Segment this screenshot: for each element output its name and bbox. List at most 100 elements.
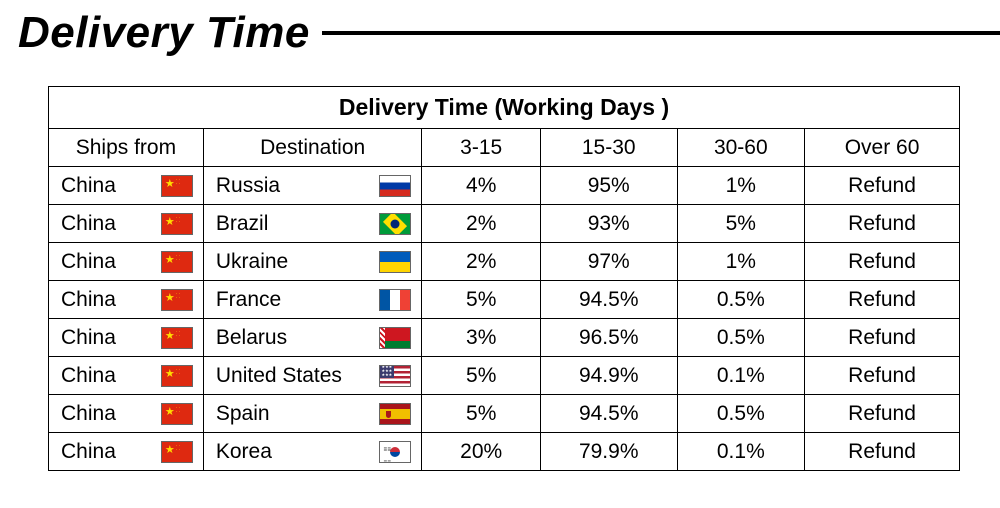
flag-by-icon: [379, 327, 411, 349]
col-3-15: 3-15: [422, 129, 540, 167]
destination-cell: Brazil: [203, 205, 422, 243]
flag-cn-icon: [161, 327, 193, 349]
ships-from-cell: China: [49, 357, 204, 395]
col-30-60: 30-60: [677, 129, 805, 167]
flag-ua-icon: [379, 251, 411, 273]
ships-from-label: China: [61, 402, 116, 426]
flag-cn-icon: [161, 251, 193, 273]
flag-br-icon: [379, 213, 411, 235]
flag-cn-icon: [161, 289, 193, 311]
destination-cell: Belarus: [203, 319, 422, 357]
value-cell: 5%: [422, 395, 540, 433]
col-15-30: 15-30: [540, 129, 677, 167]
destination-cell: France: [203, 281, 422, 319]
destination-label: United States: [216, 364, 342, 388]
heading-row: Delivery Time: [0, 0, 1000, 58]
value-cell: Refund: [805, 167, 960, 205]
ships-from-label: China: [61, 440, 116, 464]
table-row: China United States 5%94.9%0.1%Refund: [49, 357, 960, 395]
table-row: China France 5%94.5%0.5%Refund: [49, 281, 960, 319]
value-cell: 0.1%: [677, 433, 805, 471]
col-destination: Destination: [203, 129, 422, 167]
value-cell: 1%: [677, 167, 805, 205]
ships-from-cell: China: [49, 281, 204, 319]
value-cell: Refund: [805, 205, 960, 243]
flag-es-icon: [379, 403, 411, 425]
value-cell: 94.9%: [540, 357, 677, 395]
delivery-time-table: Delivery Time (Working Days ) Ships from…: [48, 86, 960, 471]
ships-from-label: China: [61, 326, 116, 350]
table-row: China Spain 5%94.5%0.5%Refund: [49, 395, 960, 433]
destination-label: France: [216, 288, 281, 312]
value-cell: 2%: [422, 243, 540, 281]
destination-cell: Ukraine: [203, 243, 422, 281]
value-cell: Refund: [805, 243, 960, 281]
value-cell: 94.5%: [540, 281, 677, 319]
destination-label: Korea: [216, 440, 272, 464]
ships-from-cell: China: [49, 243, 204, 281]
destination-label: Spain: [216, 402, 270, 426]
value-cell: Refund: [805, 319, 960, 357]
ships-from-label: China: [61, 250, 116, 274]
value-cell: 1%: [677, 243, 805, 281]
page-title: Delivery Time: [18, 8, 310, 58]
ships-from-cell: China: [49, 319, 204, 357]
destination-cell: United States: [203, 357, 422, 395]
value-cell: 4%: [422, 167, 540, 205]
flag-cn-icon: [161, 441, 193, 463]
value-cell: 3%: [422, 319, 540, 357]
flag-cn-icon: [161, 403, 193, 425]
ships-from-cell: China: [49, 433, 204, 471]
destination-label: Ukraine: [216, 250, 288, 274]
ships-from-label: China: [61, 174, 116, 198]
col-ships-from: Ships from: [49, 129, 204, 167]
value-cell: Refund: [805, 281, 960, 319]
destination-label: Russia: [216, 174, 280, 198]
value-cell: 93%: [540, 205, 677, 243]
flag-cn-icon: [161, 175, 193, 197]
flag-cn-icon: [161, 365, 193, 387]
value-cell: 5%: [677, 205, 805, 243]
value-cell: 5%: [422, 357, 540, 395]
destination-label: Belarus: [216, 326, 287, 350]
value-cell: Refund: [805, 357, 960, 395]
value-cell: 0.5%: [677, 395, 805, 433]
value-cell: 0.5%: [677, 319, 805, 357]
value-cell: 20%: [422, 433, 540, 471]
value-cell: 0.1%: [677, 357, 805, 395]
destination-label: Brazil: [216, 212, 269, 236]
ships-from-cell: China: [49, 167, 204, 205]
ships-from-cell: China: [49, 205, 204, 243]
ships-from-cell: China: [49, 395, 204, 433]
col-over60: Over 60: [805, 129, 960, 167]
table-row: China Russia 4%95%1%Refund: [49, 167, 960, 205]
value-cell: 95%: [540, 167, 677, 205]
table-row: China Belarus 3%96.5%0.5%Refund: [49, 319, 960, 357]
flag-kr-icon: [379, 441, 411, 463]
table-container: Delivery Time (Working Days ) Ships from…: [0, 58, 1000, 471]
value-cell: Refund: [805, 433, 960, 471]
ships-from-label: China: [61, 288, 116, 312]
flag-us-icon: [379, 365, 411, 387]
ships-from-label: China: [61, 364, 116, 388]
value-cell: 97%: [540, 243, 677, 281]
ships-from-label: China: [61, 212, 116, 236]
value-cell: Refund: [805, 395, 960, 433]
value-cell: 94.5%: [540, 395, 677, 433]
heading-divider: [322, 31, 1000, 35]
table-row: China Korea 20%79.9%0.1%Refund: [49, 433, 960, 471]
value-cell: 5%: [422, 281, 540, 319]
flag-fr-icon: [379, 289, 411, 311]
value-cell: 96.5%: [540, 319, 677, 357]
value-cell: 0.5%: [677, 281, 805, 319]
destination-cell: Russia: [203, 167, 422, 205]
flag-ru-icon: [379, 175, 411, 197]
table-row: China Ukraine 2%97%1%Refund: [49, 243, 960, 281]
table-row: China Brazil 2%93%5%Refund: [49, 205, 960, 243]
destination-cell: Korea: [203, 433, 422, 471]
table-caption: Delivery Time (Working Days ): [49, 87, 960, 129]
value-cell: 2%: [422, 205, 540, 243]
destination-cell: Spain: [203, 395, 422, 433]
value-cell: 79.9%: [540, 433, 677, 471]
flag-cn-icon: [161, 213, 193, 235]
